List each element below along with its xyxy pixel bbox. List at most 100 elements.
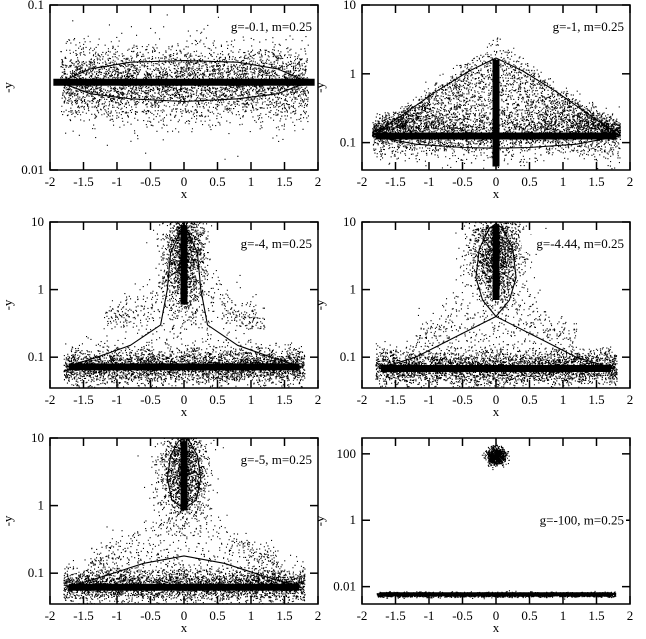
y-tick-label: 1: [350, 66, 357, 81]
y-tick-label: 10: [31, 214, 44, 229]
x-tick-label: -2: [357, 608, 368, 623]
x-tick-label: -1: [424, 174, 435, 189]
x-tick-label: -2: [357, 174, 368, 189]
x-tick-label: 1.5: [276, 174, 292, 189]
x-tick-label: 1.5: [588, 392, 604, 407]
panel-annotation: g=-0.1, m=0.25: [231, 19, 312, 34]
annotation-bg: [210, 235, 314, 252]
x-tick-label: -0.5: [140, 174, 161, 189]
x-tick-label: 2: [627, 174, 634, 189]
x-tick-label: -1: [424, 392, 435, 407]
x-tick-label: -2: [357, 392, 368, 407]
point-cloud-2: [481, 442, 510, 471]
x-axis-label: x: [493, 404, 500, 419]
x-tick-label: 1.5: [276, 392, 292, 407]
x-tick-label: -1.5: [73, 608, 94, 623]
x-tick-label: 1: [248, 392, 255, 407]
x-tick-label: -0.5: [452, 608, 473, 623]
point-cloud-1: [375, 338, 618, 388]
annotation-bg: [522, 235, 626, 252]
y-tick-label: 0.01: [333, 579, 356, 594]
scatter-points: [63, 222, 306, 388]
x-tick-label: 2: [627, 608, 634, 623]
point-cloud-1: [60, 14, 309, 160]
x-tick-label: 0: [493, 174, 500, 189]
x-tick-label: -1: [112, 608, 123, 623]
x-tick-label: -1.5: [73, 392, 94, 407]
curve-upper: [371, 57, 621, 137]
y-tick-label: 100: [337, 446, 357, 461]
x-tick-label: 0: [181, 392, 188, 407]
x-tick-label: -1.5: [385, 392, 406, 407]
x-tick-label: -2: [45, 608, 56, 623]
x-tick-label: -1.5: [73, 174, 94, 189]
curve-upper: [59, 60, 309, 83]
x-tick-label: 2: [315, 174, 322, 189]
panel-annotation: g=-5, m=0.25: [241, 452, 312, 467]
x-tick-label: -0.5: [140, 392, 161, 407]
x-tick-label: 1: [248, 608, 255, 623]
y-tick-label: 1: [38, 498, 45, 513]
x-axis-label: x: [493, 620, 500, 635]
y-tick-label: 10: [343, 0, 356, 12]
y-axis-label: -y: [0, 299, 15, 310]
panel-1: -2 -1.5 -1 -0.5 0 0.5 1 1.5 2 0.01 0.1 x -y g=-0.1, m…: [0, 0, 321, 201]
y-tick-label: 10: [343, 214, 356, 229]
x-axis-label: x: [181, 186, 188, 201]
panel-6: -2 -1.5 -1 -0.5 0 0.5 1 1.5 2 0.01 1 100 x -y g=-100, …: [312, 437, 634, 635]
panel-annotation: g=-100, m=0.25: [540, 512, 624, 527]
y-tick-label: 0.1: [28, 0, 44, 12]
y-tick-label: 0.1: [340, 349, 356, 364]
y-tick-label: 1: [350, 512, 357, 527]
scatter-points: [63, 438, 306, 604]
panel-3: -2 -1.5 -1 -0.5 0 0.5 1 1.5 2 0.1 1 10 x -y g=-4, m=0.…: [0, 214, 322, 419]
x-tick-label: 0: [493, 392, 500, 407]
panel-annotation: g=-4, m=0.25: [241, 236, 312, 251]
x-axis-label: x: [181, 404, 188, 419]
x-tick-label: 1.5: [588, 174, 604, 189]
panel-annotation: g=-1, m=0.25: [553, 19, 624, 34]
y-axis-label: -y: [312, 82, 327, 93]
y-axis-label: -y: [0, 515, 15, 526]
x-tick-label: 2: [315, 608, 322, 623]
x-tick-label: 0: [181, 174, 188, 189]
x-tick-label: -0.5: [452, 392, 473, 407]
x-tick-label: -1.5: [385, 608, 406, 623]
x-tick-label: 0.5: [521, 392, 537, 407]
x-tick-label: 2: [627, 392, 634, 407]
curve-upper: [66, 555, 302, 588]
x-tick-label: -1.5: [385, 174, 406, 189]
panel-2: -2 -1.5 -1 -0.5 0 0.5 1 1.5 2 0.1 1 10 x -y g=-1, m=0.…: [312, 0, 633, 201]
x-tick-label: 1: [560, 174, 567, 189]
x-tick-label: 1: [560, 392, 567, 407]
point-cloud-1: [63, 336, 306, 388]
y-tick-label: 0.1: [28, 349, 44, 364]
y-axis-label: -y: [312, 515, 327, 526]
x-tick-label: -2: [45, 174, 56, 189]
curve-loop: [166, 438, 202, 510]
y-axis-label: -y: [0, 82, 15, 93]
y-tick-label: 1: [38, 282, 45, 297]
x-axis-label: x: [493, 186, 500, 201]
x-tick-label: 0.5: [209, 608, 225, 623]
y-tick-label: 10: [31, 430, 44, 445]
x-axis-label: x: [181, 620, 188, 635]
y-tick-label: 0.01: [21, 162, 44, 177]
panel-5: -2 -1.5 -1 -0.5 0 0.5 1 1.5 2 0.1 1 10 x -y g=-5, m=0.…: [0, 430, 322, 635]
y-tick-label: 0.1: [340, 135, 356, 150]
x-tick-label: 0.5: [209, 174, 225, 189]
x-tick-label: 2: [315, 392, 322, 407]
x-tick-label: 1.5: [588, 608, 604, 623]
point-cloud-1: [63, 554, 306, 604]
annotation-bg: [522, 511, 626, 529]
point-cloud-2: [455, 222, 547, 332]
x-tick-label: -0.5: [452, 174, 473, 189]
y-tick-label: 0.1: [28, 565, 44, 580]
x-tick-label: -2: [45, 392, 56, 407]
x-tick-label: 1: [248, 174, 255, 189]
x-tick-label: 1: [560, 608, 567, 623]
annotation-bg: [210, 451, 314, 468]
panel-annotation: g=-4.44, m=0.25: [536, 236, 624, 251]
